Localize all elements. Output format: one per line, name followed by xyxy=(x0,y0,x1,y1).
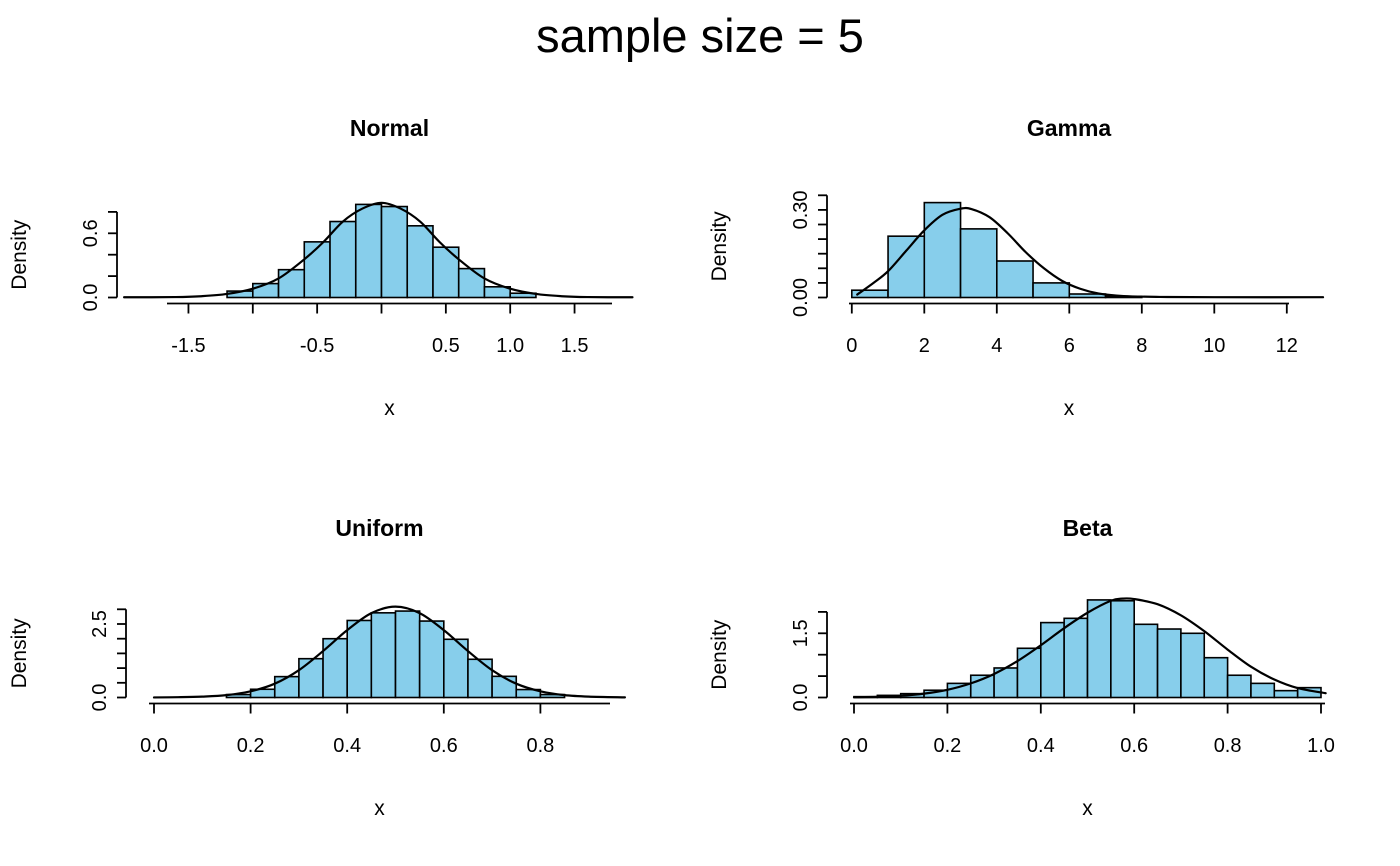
histogram-bar xyxy=(509,292,537,299)
histogram-bar xyxy=(1086,599,1112,699)
histogram-bar xyxy=(491,675,518,699)
histogram-bar xyxy=(1063,617,1089,699)
x-tick-label: 0.0 xyxy=(140,735,168,757)
x-tick-label: 12 xyxy=(1276,335,1298,357)
y-tick-label: 1.5 xyxy=(790,619,812,647)
histogram-bar xyxy=(1180,632,1206,699)
y-axis-title: Density xyxy=(708,619,731,690)
histogram-bar xyxy=(418,620,445,699)
panel-uniform: Uniform 0.0 0.2 0.4 0.6 0.8 0.0 2.5 Density x xyxy=(8,515,627,820)
histogram-bar xyxy=(1250,682,1276,699)
histogram-bar xyxy=(995,260,1034,299)
histogram-bar xyxy=(1203,656,1229,699)
x-tick-label: 1.5 xyxy=(561,335,589,357)
y-tick-label: 2.5 xyxy=(89,610,111,638)
x-tick-label: 0.6 xyxy=(1120,735,1148,757)
x-axis-title: x xyxy=(1064,397,1075,420)
y-tick-label: 0.00 xyxy=(790,278,812,317)
x-axis-title: x xyxy=(374,797,385,820)
histogram-bar xyxy=(959,228,998,299)
histogram-bar xyxy=(923,201,962,299)
histogram-bar xyxy=(1156,628,1182,699)
y-axis-title: Density xyxy=(708,211,731,282)
density-curve xyxy=(123,201,634,299)
x-tick-label: 0.4 xyxy=(1027,735,1055,757)
panel-title-uniform: Uniform xyxy=(335,515,423,541)
histogram-bar xyxy=(1039,621,1065,699)
histogram-bar xyxy=(483,286,511,299)
histogram-bar xyxy=(515,688,542,699)
histogram-bar xyxy=(1016,647,1042,699)
histogram-bar xyxy=(1032,282,1071,299)
x-tick-label: 2 xyxy=(919,335,930,357)
x-tick-label: 1.0 xyxy=(496,335,524,357)
x-axis-title: x xyxy=(1082,797,1093,820)
x-tick-label: 0 xyxy=(846,335,857,357)
x-tick-label: 1.0 xyxy=(1307,735,1335,757)
x-tick-label: 0.4 xyxy=(333,735,361,757)
histogram-bar xyxy=(1273,689,1299,699)
panel-title-normal: Normal xyxy=(350,115,429,141)
panel-normal: Normal -1.5 -0.5 0.5 1.0 1.5 0.0 0.6 Density x xyxy=(8,115,634,420)
x-tick-label: -1.5 xyxy=(171,335,205,357)
histogram-bar xyxy=(380,205,409,299)
histogram-bar xyxy=(467,658,493,699)
histogram-bar xyxy=(252,282,280,299)
x-tick-label: 0.0 xyxy=(840,735,868,757)
histogram-bar xyxy=(277,268,306,299)
y-tick-label: 0.0 xyxy=(790,684,812,712)
y-tick-label: 0.0 xyxy=(89,684,111,712)
histogram-bar xyxy=(1133,623,1159,699)
histogram-bar xyxy=(394,610,421,699)
figure-title: sample size = 5 xyxy=(536,9,864,62)
x-tick-label: 0.6 xyxy=(430,735,458,757)
x-tick-label: 0.5 xyxy=(432,335,460,357)
y-axis-title: Density xyxy=(8,219,31,290)
x-tick-label: 0.2 xyxy=(237,735,265,757)
histogram-bar xyxy=(298,657,324,699)
x-tick-label: 8 xyxy=(1136,335,1147,357)
histogram-bar xyxy=(1110,599,1136,699)
y-tick-label: 0.6 xyxy=(80,219,102,247)
histogram-bar xyxy=(303,241,331,299)
histogram-bar xyxy=(329,220,357,299)
panel-title-beta: Beta xyxy=(1063,515,1113,541)
x-tick-label: -0.5 xyxy=(300,335,334,357)
y-tick-label: 0.30 xyxy=(790,190,812,229)
panel-title-gamma: Gamma xyxy=(1027,115,1112,141)
x-tick-label: 0.8 xyxy=(526,735,554,757)
histogram-bar xyxy=(273,675,300,699)
density-curve xyxy=(152,605,627,699)
histogram-bar xyxy=(406,225,434,299)
x-tick-label: 4 xyxy=(991,335,1002,357)
density-curve xyxy=(852,597,1327,699)
panel-beta: Beta 0.0 0.2 0.4 0.6 0.8 1.0 0.0 1.5 Density x xyxy=(708,515,1335,820)
histogram-bar xyxy=(354,203,383,299)
histogram-bar xyxy=(887,235,926,299)
y-axis-title: Density xyxy=(8,618,31,689)
density-curve xyxy=(856,206,1325,299)
x-tick-label: 0.8 xyxy=(1214,735,1242,757)
x-tick-label: 6 xyxy=(1064,335,1075,357)
x-tick-label: 10 xyxy=(1203,335,1225,357)
histogram-bar xyxy=(346,619,373,699)
histogram-bar xyxy=(457,267,486,299)
histogram-bar xyxy=(370,612,397,699)
y-tick-label: 0.0 xyxy=(80,284,102,312)
panel-gamma: Gamma 0 2 4 6 8 10 12 0.00 0.30 Density x xyxy=(708,115,1325,420)
x-tick-label: 0.2 xyxy=(933,735,961,757)
histogram-bar xyxy=(1226,674,1252,699)
x-axis-title: x xyxy=(384,397,395,420)
